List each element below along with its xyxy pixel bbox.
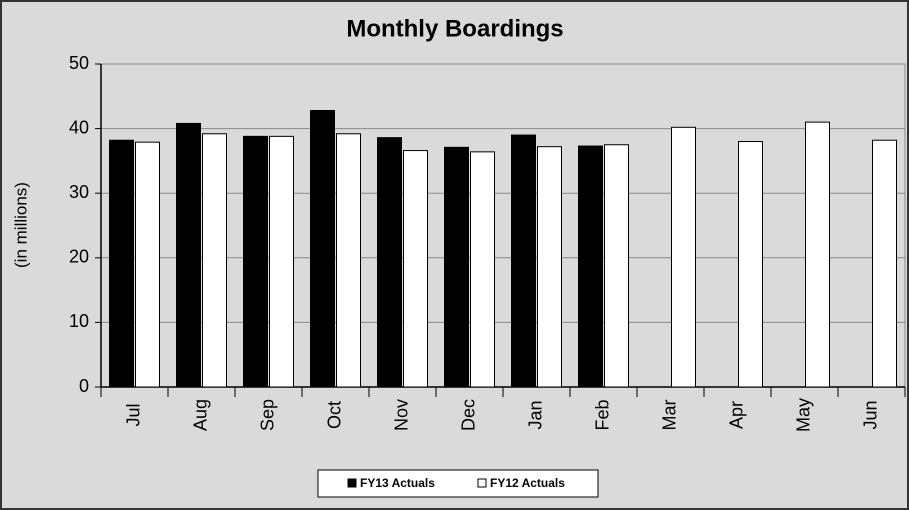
legend-swatch (477, 478, 487, 488)
bar (671, 126, 696, 388)
bar (578, 145, 603, 388)
x-tick-label: May (793, 398, 813, 432)
bar (403, 150, 428, 388)
bar (444, 146, 469, 388)
bar (805, 121, 830, 388)
x-tick-label: Mar (659, 399, 679, 430)
x-tick-label: Apr (726, 401, 746, 429)
x-tick-label: Jan (525, 400, 545, 429)
bar (377, 137, 402, 388)
x-tick-label: Aug (190, 399, 210, 431)
x-tick-label: Nov (391, 399, 411, 431)
x-tick-label: Jul (123, 403, 143, 426)
bar (202, 133, 227, 388)
x-tick-label: Feb (592, 399, 612, 430)
chart-title: Monthly Boardings (346, 15, 563, 42)
legend-box (317, 469, 599, 498)
plot-area (100, 63, 906, 388)
legend-label: FY12 Actuals (490, 476, 565, 490)
x-tick-label: Dec (458, 399, 478, 431)
bar (135, 141, 160, 388)
y-axis-label: (in millions) (11, 182, 30, 268)
bar (243, 135, 268, 388)
bar (269, 135, 294, 388)
y-tick-label: 0 (79, 376, 89, 396)
y-tick-label: 20 (69, 247, 89, 267)
bar (336, 133, 361, 388)
legend-swatch (347, 478, 357, 488)
bar (511, 134, 536, 388)
bar (537, 146, 562, 388)
bar (109, 139, 134, 388)
bar (310, 110, 335, 388)
bar (872, 139, 897, 388)
x-tick-label: Oct (324, 401, 344, 429)
y-tick-label: 30 (69, 182, 89, 202)
legend-label: FY13 Actuals (360, 476, 435, 490)
y-tick-label: 40 (69, 117, 89, 137)
bar (176, 122, 201, 388)
y-tick-label: 10 (69, 311, 89, 331)
y-tick-label: 50 (69, 53, 89, 73)
bar (470, 151, 495, 388)
x-tick-label: Jun (860, 400, 880, 429)
bar (604, 144, 629, 388)
x-tick-label: Sep (257, 399, 277, 431)
bar (738, 141, 763, 388)
